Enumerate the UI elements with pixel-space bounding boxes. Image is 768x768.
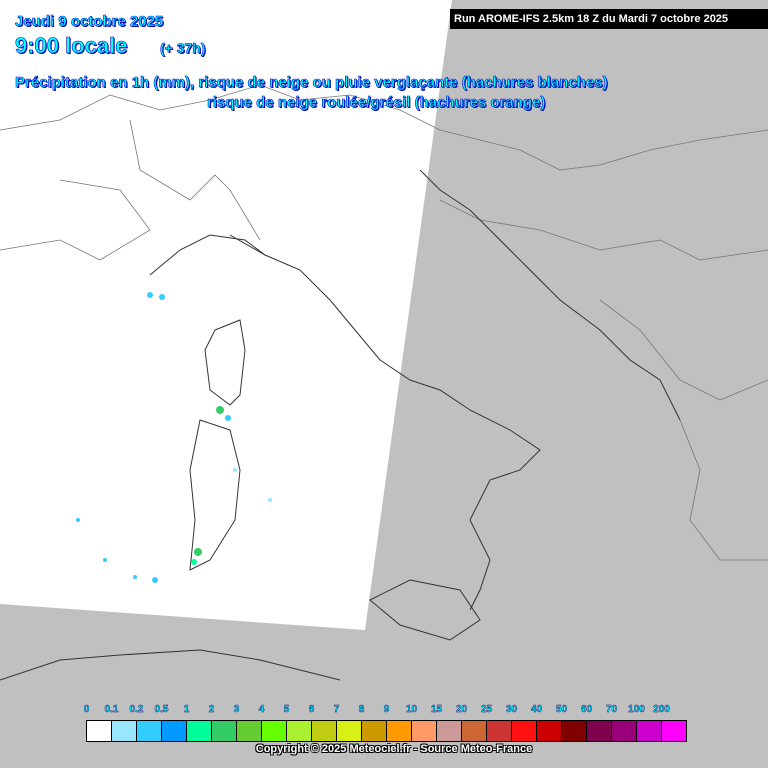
legend-label: 40 bbox=[530, 704, 543, 715]
legend-label: 6 bbox=[308, 704, 315, 715]
legend-label: 8 bbox=[358, 704, 365, 715]
legend-label: 10 bbox=[405, 704, 418, 715]
legend-label: 0.1 bbox=[104, 704, 119, 715]
legend-swatch bbox=[562, 721, 587, 741]
run-info: Run AROME-IFS 2.5km 18 Z du Mardi 7 octo… bbox=[450, 9, 768, 29]
legend-swatch bbox=[237, 721, 262, 741]
legend-swatch bbox=[512, 721, 537, 741]
legend-label: 9 bbox=[383, 704, 390, 715]
lead-time: (+ 37h) bbox=[160, 40, 206, 57]
legend-swatch bbox=[412, 721, 437, 741]
legend-swatch bbox=[287, 721, 312, 741]
legend-label: 20 bbox=[455, 704, 468, 715]
map-title-line2: risque de neige roulée/grésil (hachures … bbox=[207, 94, 546, 112]
legend-swatch bbox=[137, 721, 162, 741]
legend-swatch bbox=[537, 721, 562, 741]
legend-swatch bbox=[312, 721, 337, 741]
copyright: Copyright © 2025 Meteociel.fr - Source M… bbox=[255, 743, 533, 755]
legend-label: 7 bbox=[333, 704, 340, 715]
legend-swatch bbox=[637, 721, 662, 741]
legend-swatch bbox=[612, 721, 637, 741]
legend-swatch bbox=[162, 721, 187, 741]
legend-swatch bbox=[187, 721, 212, 741]
forecast-time: 9:00 locale bbox=[15, 33, 128, 59]
legend-swatch bbox=[362, 721, 387, 741]
legend-label: 0 bbox=[83, 704, 90, 715]
forecast-date: Jeudi 9 octobre 2025 bbox=[15, 13, 164, 31]
coastlines bbox=[0, 169, 681, 681]
legend-label: 0.5 bbox=[154, 704, 169, 715]
legend-swatch bbox=[387, 721, 412, 741]
legend-label: 2 bbox=[208, 704, 215, 715]
legend-swatch bbox=[437, 721, 462, 741]
legend-label: 70 bbox=[605, 704, 618, 715]
legend-swatch bbox=[487, 721, 512, 741]
model-domain bbox=[0, 0, 452, 630]
legend-swatch bbox=[462, 721, 487, 741]
legend-swatch bbox=[112, 721, 137, 741]
legend-label: 25 bbox=[480, 704, 493, 715]
legend-swatch bbox=[87, 721, 112, 741]
legend-label: 1 bbox=[183, 704, 190, 715]
legend-label: 50 bbox=[555, 704, 568, 715]
legend-swatch bbox=[662, 721, 686, 741]
legend-label: 60 bbox=[580, 704, 593, 715]
legend-swatch bbox=[212, 721, 237, 741]
legend-label: 30 bbox=[505, 704, 518, 715]
legend-swatch bbox=[587, 721, 612, 741]
legend-label: 15 bbox=[430, 704, 443, 715]
map-title-line1: Précipitation en 1h (mm), risque de neig… bbox=[15, 74, 608, 92]
legend-label: 100 bbox=[628, 704, 645, 715]
legend-label: 3 bbox=[233, 704, 240, 715]
legend-color-bar bbox=[86, 720, 687, 742]
legend-label: 4 bbox=[258, 704, 265, 715]
legend-swatch bbox=[262, 721, 287, 741]
legend-label: 5 bbox=[283, 704, 290, 715]
borders bbox=[0, 84, 768, 561]
legend-label: 0.2 bbox=[129, 704, 144, 715]
precipitation-cells bbox=[76, 292, 272, 583]
legend-swatch bbox=[337, 721, 362, 741]
legend-label: 200 bbox=[653, 704, 670, 715]
